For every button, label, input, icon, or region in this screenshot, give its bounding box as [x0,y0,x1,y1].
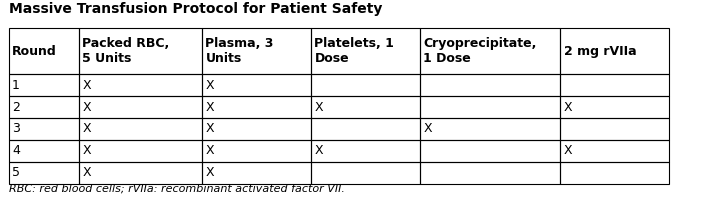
Text: X: X [82,101,91,114]
Text: 3: 3 [12,122,20,135]
Text: Platelets, 1
Dose: Platelets, 1 Dose [315,37,395,65]
Text: Packed RBC,
5 Units: Packed RBC, 5 Units [82,37,170,65]
Text: X: X [205,122,214,135]
Text: X: X [205,166,214,179]
Text: 4: 4 [12,144,20,157]
Text: 2: 2 [12,101,20,114]
Text: X: X [564,144,572,157]
Text: RBC: red blood cells; rVIIa: recombinant activated factor VII.: RBC: red blood cells; rVIIa: recombinant… [9,184,344,194]
Text: 2 mg rVIIa: 2 mg rVIIa [564,45,636,58]
Text: X: X [82,144,91,157]
Text: X: X [82,166,91,179]
Text: X: X [205,79,214,92]
Text: X: X [205,144,214,157]
Text: 1: 1 [12,79,20,92]
Text: Round: Round [12,45,57,58]
Text: X: X [423,122,432,135]
Text: X: X [315,144,323,157]
Text: X: X [82,122,91,135]
Text: X: X [315,101,323,114]
Text: Cryoprecipitate,
1 Dose: Cryoprecipitate, 1 Dose [423,37,536,65]
Text: X: X [564,101,572,114]
Text: Massive Transfusion Protocol for Patient Safety: Massive Transfusion Protocol for Patient… [9,2,382,16]
Text: 5: 5 [12,166,20,179]
Text: X: X [205,101,214,114]
Text: Plasma, 3
Units: Plasma, 3 Units [205,37,274,65]
Text: X: X [82,79,91,92]
